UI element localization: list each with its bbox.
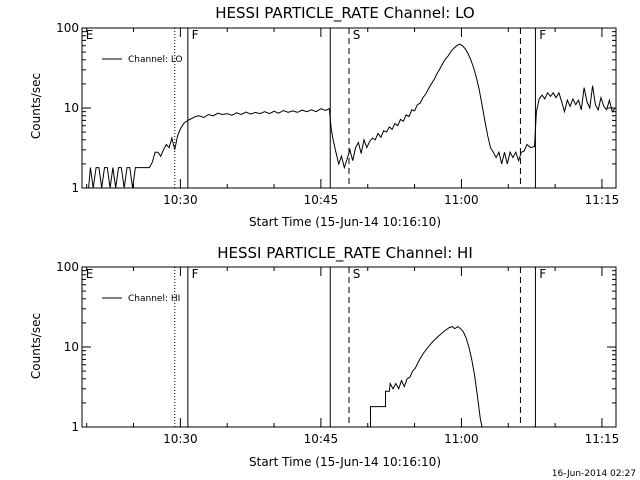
- panel-hi: HESSI PARTICLE_RATE Channel: HI Counts/s…: [29, 244, 620, 469]
- x-tick-label: 10:45: [304, 432, 339, 446]
- y-tick-label: 1: [71, 420, 79, 434]
- footer-timestamp: 16-Jun-2014 02:27: [552, 469, 636, 479]
- chart-title: HESSI PARTICLE_RATE Channel: LO: [215, 4, 474, 23]
- legend-label: Channel: HI: [128, 294, 180, 304]
- y-axis-label: Counts/sec: [29, 73, 43, 139]
- series-line: [88, 43, 616, 189]
- x-tick-label: 11:15: [585, 193, 620, 207]
- segment-label: F: [539, 267, 546, 281]
- legend-label: Channel: LO: [128, 55, 183, 65]
- x-axis-label: Start Time (15-Jun-14 10:16:10): [249, 455, 441, 469]
- y-tick-label: 10: [64, 340, 79, 354]
- segment-label: S: [353, 28, 361, 42]
- chart-title: HESSI PARTICLE_RATE Channel: HI: [217, 244, 473, 263]
- legend: Channel: LO: [102, 55, 183, 65]
- x-axis-label: Start Time (15-Jun-14 10:16:10): [249, 215, 441, 229]
- panel-lo: HESSI PARTICLE_RATE Channel: LO Counts/s…: [29, 4, 620, 229]
- segment-label: F: [539, 28, 546, 42]
- x-tick-label: 10:30: [163, 193, 198, 207]
- segment-label: F: [192, 267, 199, 281]
- series-line: [370, 325, 483, 428]
- y-tick-label: 1: [71, 181, 79, 195]
- segment-label: F: [192, 28, 199, 42]
- y-tick-label: 100: [56, 260, 79, 274]
- legend: Channel: HI: [102, 294, 180, 304]
- segment-label: E: [86, 28, 94, 42]
- y-axis-label: Counts/sec: [29, 313, 43, 379]
- y-tick-label: 100: [56, 21, 79, 35]
- x-tick-label: 11:00: [444, 432, 479, 446]
- x-tick-label: 10:30: [163, 432, 198, 446]
- segment-label: S: [353, 267, 361, 281]
- x-tick-label: 10:45: [304, 193, 339, 207]
- x-tick-label: 11:15: [585, 432, 620, 446]
- segment-label: E: [86, 267, 94, 281]
- x-tick-label: 11:00: [444, 193, 479, 207]
- y-tick-label: 10: [64, 101, 79, 115]
